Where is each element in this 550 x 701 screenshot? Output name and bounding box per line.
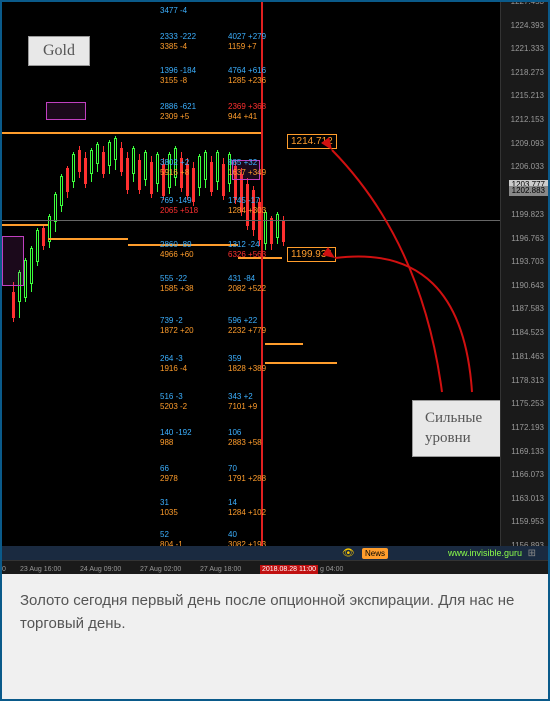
settings-icon[interactable]: ⊞ — [528, 548, 536, 559]
price-tick: 1187.583 — [511, 305, 544, 313]
annotation-arrows — [2, 2, 548, 574]
option-data-cell: 3477 -4 — [160, 6, 187, 16]
time-axis[interactable]: 0 23 Aug 16:00 24 Aug 09:00 27 Aug 02:00 27 … — [2, 560, 548, 574]
status-bar: 👁 News www.invisible.guru ⊞ — [2, 546, 548, 560]
support-resistance-line — [2, 220, 502, 221]
option-data-cell: 264 -31916 -4 — [160, 354, 187, 374]
current-price-marker: 1202.883 — [509, 186, 548, 196]
website-link[interactable]: www.invisible.guru — [448, 548, 522, 558]
price-tick: 1184.523 — [511, 329, 544, 337]
price-tick: 1215.213 — [511, 92, 544, 100]
option-data-cell: 769 -1492065 +518 — [160, 196, 198, 216]
option-data-cell: 3591828 +389 — [228, 354, 266, 374]
price-tick: 1193.703 — [511, 258, 544, 266]
option-data-cell: 1745 -171284 +303 — [228, 196, 266, 216]
time-tick: g 04:00 — [320, 566, 343, 573]
caption-text: Золото сегодня первый день после опционн… — [2, 574, 548, 651]
support-resistance-line — [2, 132, 262, 134]
price-tick: 1159.953 — [511, 518, 544, 526]
price-tick: 1209.093 — [511, 140, 544, 148]
option-data-cell: 739 -21872 +20 — [160, 316, 194, 336]
price-tick: 1163.013 — [511, 495, 544, 503]
time-tick: 23 Aug 16:00 — [20, 566, 61, 573]
option-data-cell: 1396 -1843155 -8 — [160, 66, 196, 86]
option-data-cell: 555 -221585 +38 — [160, 274, 194, 294]
option-data-cell: 596 +222232 +779 — [228, 316, 266, 336]
option-data-cell: 311035 — [160, 498, 178, 518]
price-tick: 1227.453 — [511, 2, 544, 6]
option-data-cell: 2886 -6212309 +5 — [160, 102, 196, 122]
price-tick: 1206.033 — [511, 163, 544, 171]
option-data-cell: 2333 -2223385 -4 — [160, 32, 196, 52]
option-data-cell: 2860 -894966 +60 — [160, 240, 194, 260]
option-data-cell: 2369 +368944 +41 — [228, 102, 266, 122]
support-resistance-line — [265, 362, 337, 364]
current-time-marker: 2018.08.28 11:00 — [260, 565, 318, 574]
price-tick: 1169.133 — [511, 448, 544, 456]
strong-levels-text: Сильные уровни — [425, 410, 482, 446]
option-data-cell: 885 +321637 +349 — [228, 158, 266, 178]
option-data-cell: 343 +27101 +9 — [228, 392, 257, 412]
option-data-cell: 516 -35203 -2 — [160, 392, 187, 412]
option-data-cell: 1062883 +58 — [228, 428, 262, 448]
highlight-box — [46, 102, 86, 120]
time-tick: 27 Aug 18:00 — [200, 566, 241, 573]
time-tick: 0 — [2, 566, 6, 573]
support-resistance-line — [48, 238, 128, 240]
price-tick: 1196.763 — [511, 235, 544, 243]
instrument-label: Gold — [28, 36, 90, 66]
option-data-cell: 4027 +2791159 +7 — [228, 32, 266, 52]
price-level-label: 1214.712 — [287, 134, 337, 149]
price-tick: 1166.073 — [511, 471, 544, 479]
support-resistance-line — [265, 343, 303, 345]
price-tick: 1172.193 — [511, 424, 544, 432]
option-data-cell: 141284 +102 — [228, 498, 266, 518]
option-data-cell: 4764 +6161285 +236 — [228, 66, 266, 86]
news-badge[interactable]: News — [362, 548, 388, 559]
option-data-cell: 3802 +25916 +8 — [160, 158, 189, 178]
time-tick: 24 Aug 09:00 — [80, 566, 121, 573]
price-tick: 1190.643 — [511, 282, 544, 290]
price-level-label: 1199.934 — [287, 247, 336, 262]
option-data-cell: 431 -842082 +522 — [228, 274, 266, 294]
price-tick: 1199.823 — [511, 211, 544, 219]
price-tick: 1212.153 — [511, 116, 544, 124]
price-tick: 1218.273 — [511, 69, 544, 77]
highlight-box — [2, 236, 24, 286]
price-tick: 1221.333 — [511, 45, 544, 53]
price-tick: 1181.463 — [511, 353, 544, 361]
option-data-cell: 140 -192988 — [160, 428, 192, 448]
price-tick: 1224.393 — [511, 22, 544, 30]
price-axis[interactable]: 1227.453 1224.393 1221.333 1218.273 1215.213… — [500, 2, 548, 574]
price-tick: 1178.313 — [511, 377, 544, 385]
option-data-cell: 662978 — [160, 464, 178, 484]
support-resistance-line — [2, 224, 48, 226]
eye-icon[interactable]: 👁 — [342, 548, 355, 559]
option-data-cell: 1312 -246326 +563 — [228, 240, 266, 260]
price-tick: 1175.253 — [511, 400, 544, 408]
option-data-cell: 701791 +288 — [228, 464, 266, 484]
chart-area: 3477 -4 2333 -2223385 -4 1396 -1843155 -8 2… — [2, 2, 548, 574]
time-tick: 27 Aug 02:00 — [140, 566, 181, 573]
